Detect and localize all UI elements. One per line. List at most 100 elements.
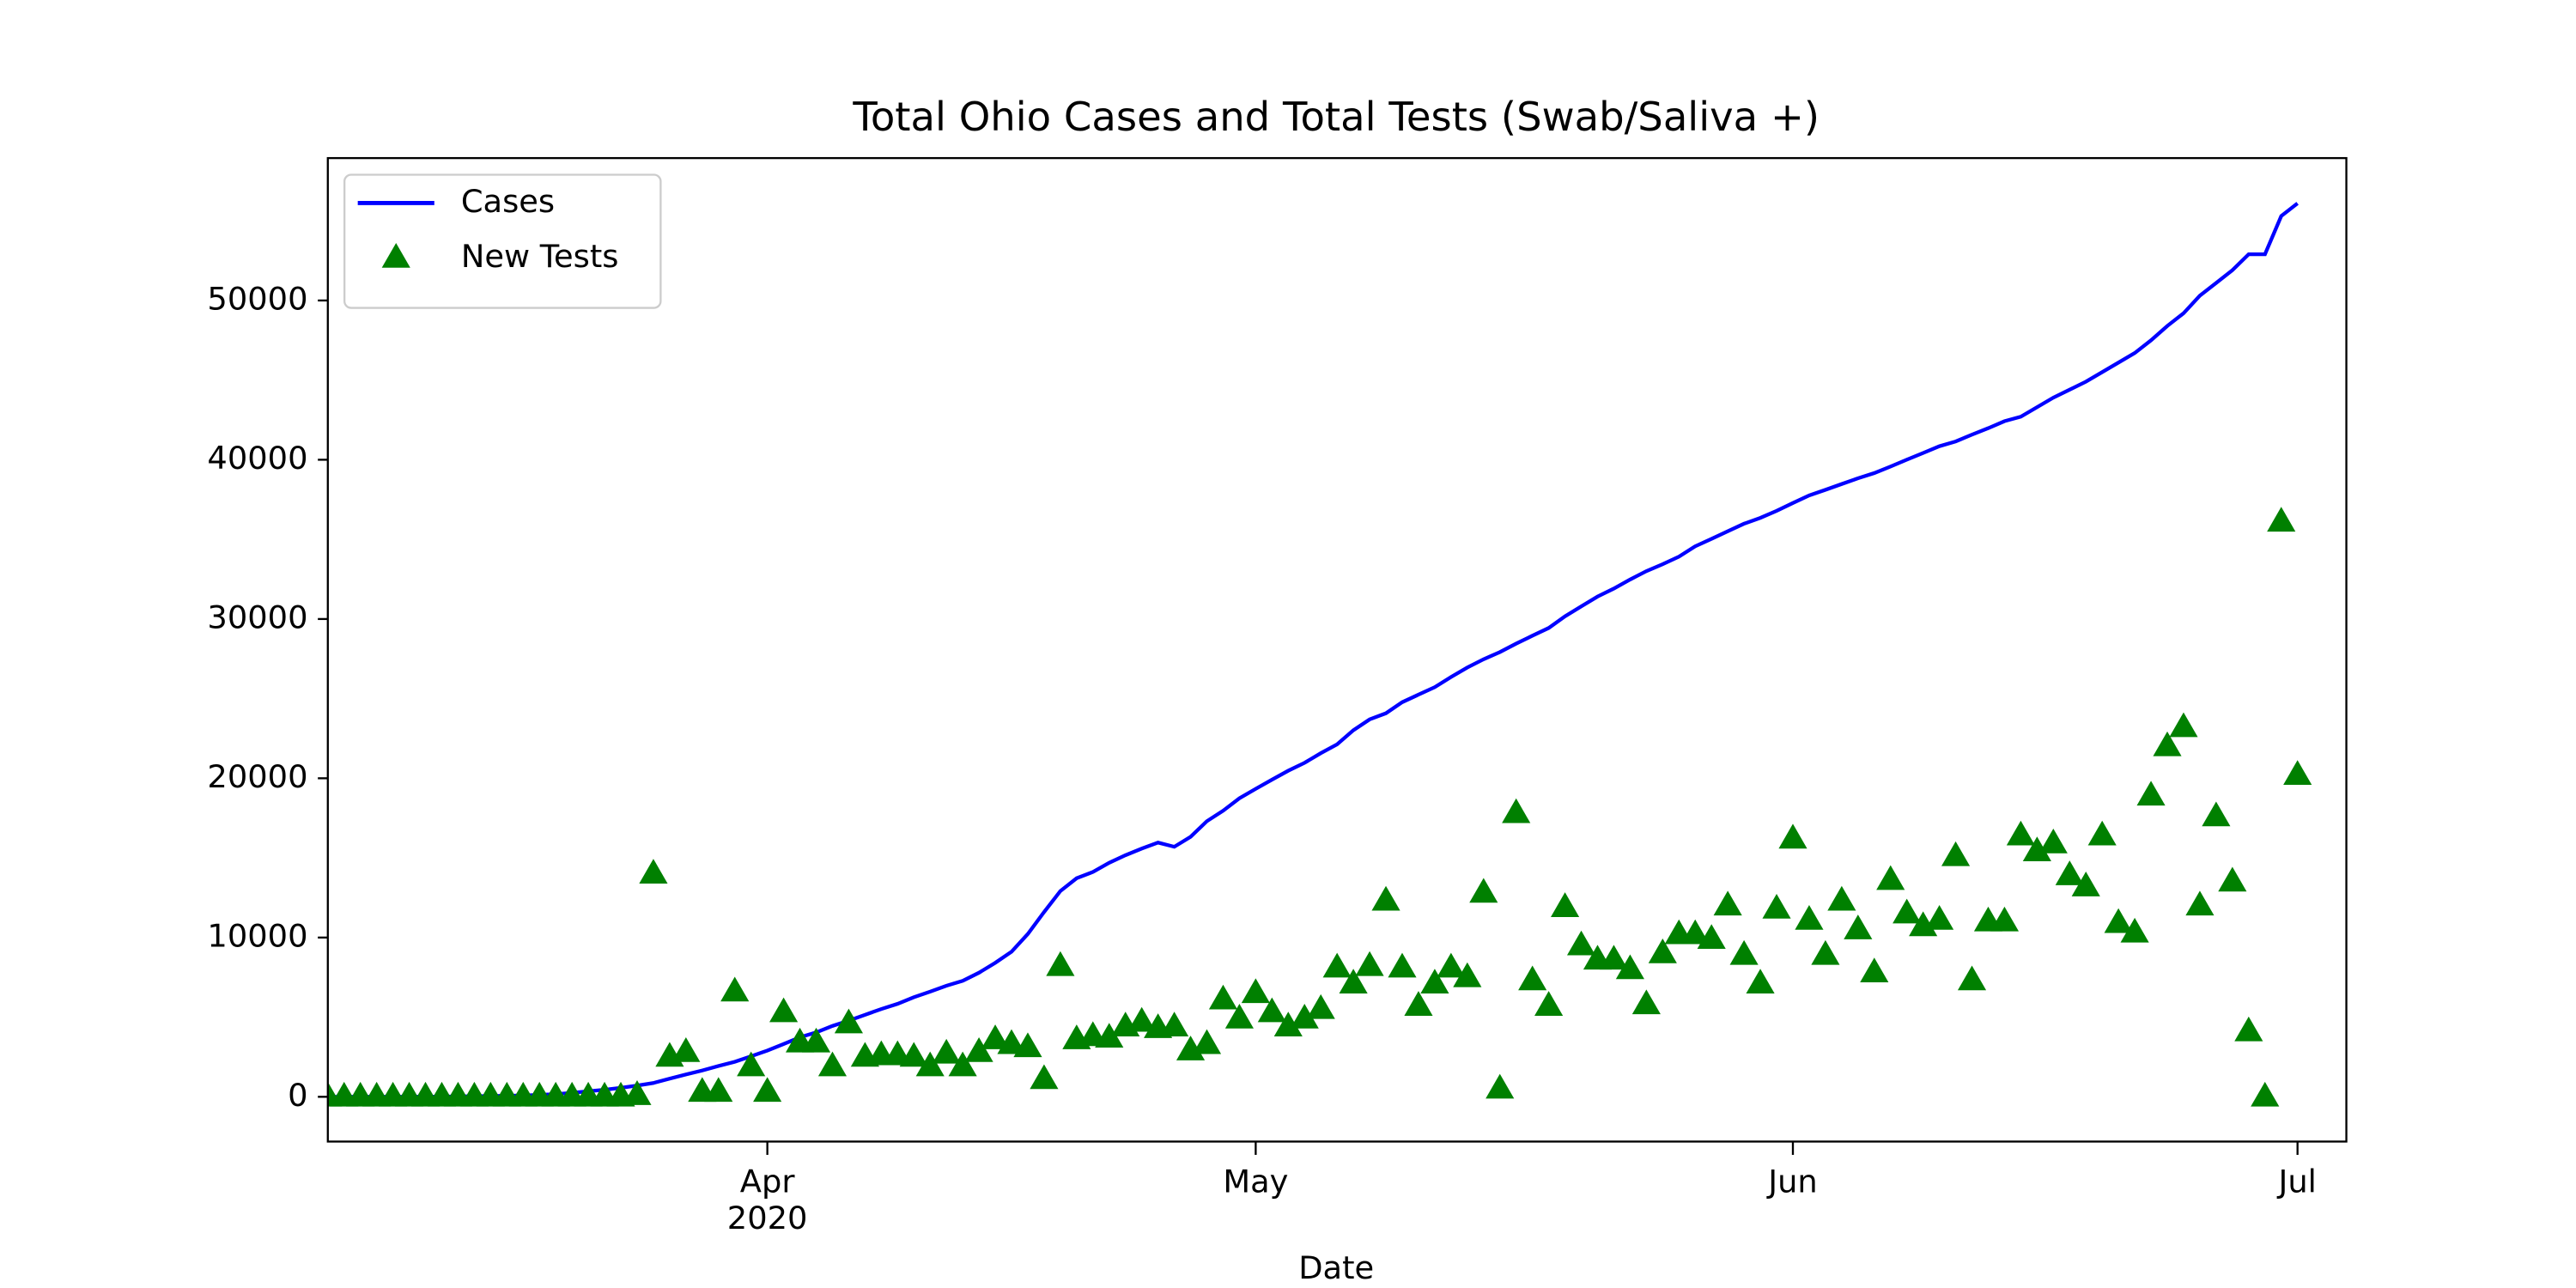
test-marker: [2185, 890, 2215, 916]
series-line: [327, 202, 2299, 1099]
test-marker: [1713, 890, 1742, 916]
test-marker: [671, 1036, 701, 1062]
test-marker: [1925, 905, 1954, 930]
test-marker: [1127, 1006, 1157, 1032]
test-marker: [639, 859, 668, 884]
test-marker: [623, 1080, 652, 1105]
test-marker: [948, 1051, 977, 1077]
legend-label: Cases: [461, 183, 555, 220]
test-marker: [1941, 841, 1971, 866]
y-tick-label: 10000: [207, 917, 307, 954]
test-marker: [1160, 1012, 1189, 1037]
test-marker: [1257, 997, 1286, 1023]
y-tick-label: 50000: [207, 280, 307, 317]
test-marker: [1746, 969, 1775, 993]
test-marker: [2104, 908, 2133, 933]
test-marker: [1469, 878, 1498, 903]
test-marker: [2153, 731, 2182, 756]
y-tick-label: 20000: [207, 758, 307, 795]
x-tick-label: Jun: [1766, 1163, 1818, 1200]
test-marker: [1599, 945, 1629, 970]
test-marker: [720, 976, 750, 1002]
test-marker: [1876, 865, 1905, 890]
test-marker: [1534, 991, 1564, 1016]
test-marker: [1485, 1073, 1515, 1099]
test-marker: [1680, 919, 1710, 945]
test-marker: [1192, 1029, 1222, 1054]
test-marker: [1306, 993, 1335, 1019]
test-marker: [1795, 905, 1824, 930]
test-marker: [1437, 952, 1466, 978]
test-marker: [1551, 892, 1580, 917]
test-marker: [1339, 969, 1368, 993]
chart-title: Total Ohio Cases and Total Tests (Swab/S…: [852, 94, 1820, 140]
test-marker: [1420, 969, 1449, 993]
test-marker: [1404, 991, 1433, 1016]
test-marker: [1322, 952, 1352, 978]
test-marker: [2136, 781, 2166, 806]
test-marker: [1241, 978, 1270, 1004]
test-marker: [753, 1077, 782, 1103]
test-marker: [2071, 872, 2100, 896]
test-marker: [2120, 917, 2149, 943]
y-tick-label: 30000: [207, 598, 307, 635]
test-marker: [1273, 1012, 1303, 1037]
plot-area: [327, 202, 2312, 1107]
test-marker: [1502, 798, 1531, 823]
test-marker: [2022, 836, 2051, 862]
x-year-label: 2020: [727, 1200, 808, 1236]
test-marker: [1844, 914, 1873, 939]
test-marker: [801, 1027, 831, 1053]
x-tick-label: Apr: [740, 1163, 796, 1200]
test-marker: [817, 1051, 848, 1077]
test-marker: [1860, 957, 1889, 982]
test-marker: [1388, 952, 1417, 978]
test-marker: [2234, 1016, 2263, 1042]
test-marker: [1095, 1023, 1124, 1048]
axes-frame: [326, 156, 2348, 1143]
test-marker: [964, 1036, 993, 1062]
test-marker: [1909, 911, 1938, 937]
test-marker: [915, 1051, 945, 1077]
test-marker: [2218, 866, 2247, 892]
test-marker: [737, 1051, 766, 1077]
test-marker: [1030, 1064, 1059, 1090]
test-marker: [1778, 823, 1807, 849]
test-marker: [1957, 965, 1987, 991]
test-marker: [1631, 989, 1661, 1015]
test-marker: [1290, 1004, 1319, 1029]
test-marker: [981, 1024, 1010, 1049]
test-marker: [1013, 1032, 1042, 1058]
y-tick-label: 0: [288, 1077, 307, 1114]
test-marker: [2202, 801, 2231, 827]
test-marker: [1615, 954, 1644, 980]
test-marker: [834, 1008, 864, 1034]
test-marker: [1827, 885, 1856, 911]
test-marker: [2169, 712, 2198, 738]
test-marker: [1697, 924, 1726, 950]
test-marker: [899, 1042, 928, 1067]
test-marker: [1811, 939, 1840, 965]
test-marker: [1893, 898, 1922, 924]
legend-swatch: [381, 242, 410, 268]
test-marker: [1355, 951, 1384, 976]
test-marker: [2087, 820, 2117, 846]
test-marker: [1518, 965, 1547, 991]
test-marker: [932, 1038, 961, 1064]
test-marker: [2283, 760, 2312, 786]
test-marker: [2267, 507, 2296, 532]
test-marker: [1176, 1036, 1206, 1060]
test-marker: [1648, 938, 1677, 963]
test-marker: [1729, 939, 1759, 965]
test-marker: [2006, 820, 2035, 846]
test-marker: [769, 997, 799, 1023]
test-marker: [1453, 962, 1482, 987]
test-marker: [1371, 885, 1400, 911]
test-marker: [1224, 1004, 1254, 1029]
x-tick-label: May: [1223, 1163, 1288, 1200]
legend-box: [343, 173, 662, 309]
legend-label: New Tests: [461, 238, 619, 275]
x-axis-label: Date: [1298, 1249, 1374, 1286]
